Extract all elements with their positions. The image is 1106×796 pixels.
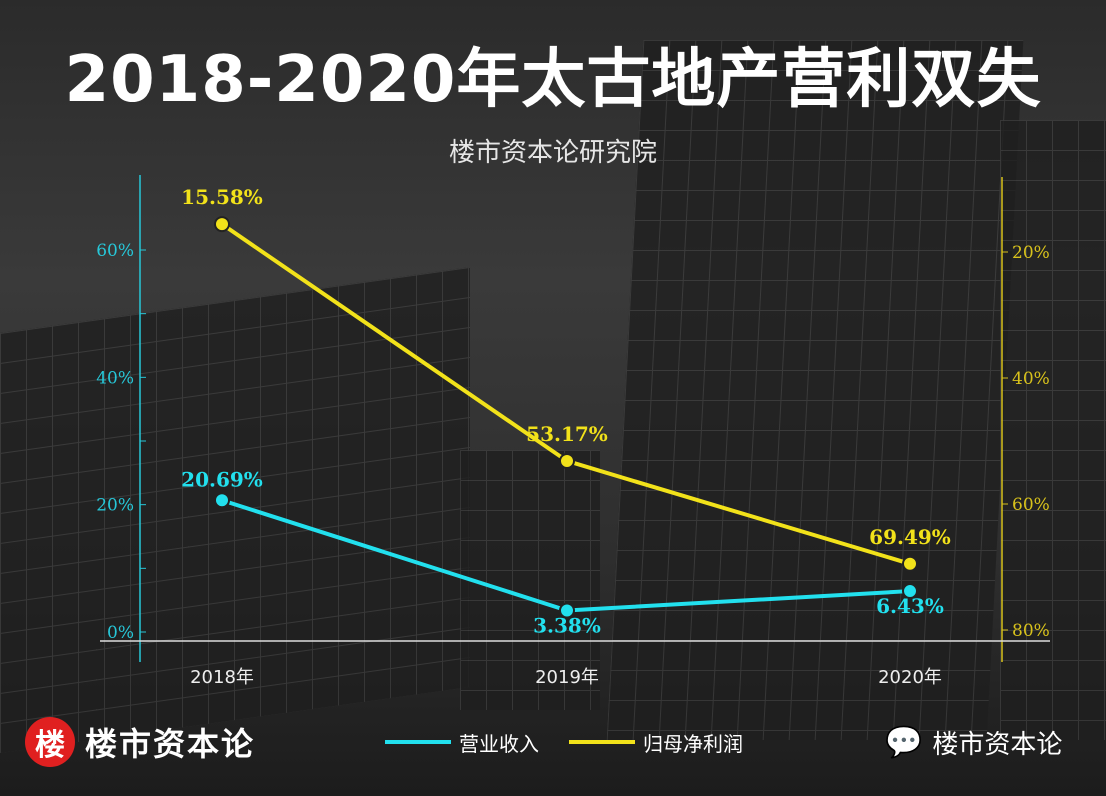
legend-label: 营业收入 <box>459 731 539 756</box>
left-axis-tick-label: 0% <box>107 623 134 643</box>
data-label: 69.49% <box>869 525 951 549</box>
x-axis-tick-label: 2020年 <box>878 667 942 688</box>
wechat-icon: 💬 <box>885 724 923 760</box>
left-axis-tick-label: 20% <box>96 496 134 516</box>
brand-logo: 楼 楼市资本论 <box>25 712 255 772</box>
x-axis-tick-label: 2019年 <box>535 667 599 688</box>
right-axis-tick-label: 20% <box>1012 243 1050 263</box>
right-axis-tick-label: 40% <box>1012 369 1050 389</box>
data-point <box>559 452 575 469</box>
data-label: 53.17% <box>526 422 608 446</box>
legend-label: 归母净利润 <box>643 731 743 756</box>
right-axis-tick-label: 80% <box>1012 621 1050 641</box>
data-point <box>559 602 575 619</box>
data-label: 6.43% <box>876 594 944 618</box>
chart-subtitle: 楼市资本论研究院 <box>448 138 657 168</box>
x-axis-tick-label: 2018年 <box>190 667 254 688</box>
data-label: 3.38% <box>533 613 601 637</box>
data-label: 15.58% <box>181 185 263 209</box>
legend: 营业收入 归母净利润 <box>385 712 773 772</box>
data-label: 20.69% <box>181 467 263 491</box>
series-line-revenue <box>221 498 911 613</box>
left-axis-tick-label: 40% <box>96 368 134 388</box>
data-point <box>214 216 230 233</box>
legend-item-revenue: 营业收入 <box>385 728 539 757</box>
brand-name: 楼市资本论 <box>85 725 256 763</box>
legend-item-profit: 归母净利润 <box>569 728 743 757</box>
wechat-account: 💬 楼市资本论 <box>885 712 1062 772</box>
logo-badge: 楼 <box>25 717 75 767</box>
data-point <box>902 555 918 572</box>
data-point <box>902 583 918 600</box>
background-building-far-right <box>1000 120 1106 740</box>
data-point <box>214 492 230 509</box>
chart-title: 2018-2020年太古地产营利双失 <box>64 43 1042 117</box>
background-building-mid <box>460 450 600 710</box>
right-axis-tick-label: 60% <box>1012 495 1050 515</box>
left-axis-tick-label: 60% <box>96 241 134 261</box>
series-line-profit <box>220 222 911 566</box>
wechat-name: 楼市资本论 <box>932 729 1063 760</box>
